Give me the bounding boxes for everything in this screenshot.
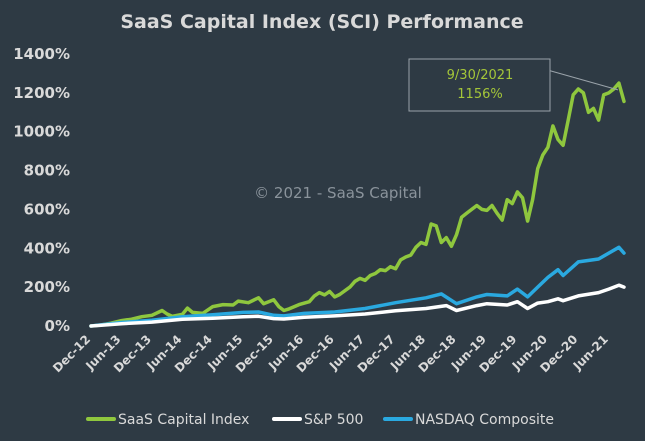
series-line-nasdaq-composite xyxy=(89,245,626,328)
legend-label: S&P 500 xyxy=(304,412,363,428)
legend: SaaS Capital Index S&P 500 NASDAQ Composit… xyxy=(86,412,554,428)
y-axis: 0% 200% 400% 600% 800% 1000% 1200% 1400% xyxy=(13,45,70,335)
series-line-saas-capital-index xyxy=(89,81,626,328)
annotation-callout: 9/30/2021 1156% xyxy=(408,58,619,112)
y-tick-label: 600% xyxy=(24,200,70,218)
y-tick-label: 1000% xyxy=(13,123,70,141)
annotation-date: 9/30/2021 xyxy=(447,68,514,83)
chart-title: SaaS Capital Index (SCI) Performance xyxy=(120,11,523,33)
y-tick-label: 1400% xyxy=(13,45,70,63)
series-line-s-p-500 xyxy=(89,283,626,328)
y-tick-label: 1200% xyxy=(13,84,70,102)
legend-label: NASDAQ Composite xyxy=(415,412,554,428)
watermark: © 2021 - SaaS Capital xyxy=(254,184,422,202)
y-tick-label: 400% xyxy=(24,239,70,257)
annotation-box xyxy=(408,58,551,112)
series-group xyxy=(89,81,626,328)
legend-label: SaaS Capital Index xyxy=(118,412,249,428)
y-tick-label: 800% xyxy=(24,162,70,180)
y-tick-label: 0% xyxy=(45,317,70,335)
annotation-value: 1156% xyxy=(457,87,502,102)
y-tick-label: 200% xyxy=(24,278,70,296)
